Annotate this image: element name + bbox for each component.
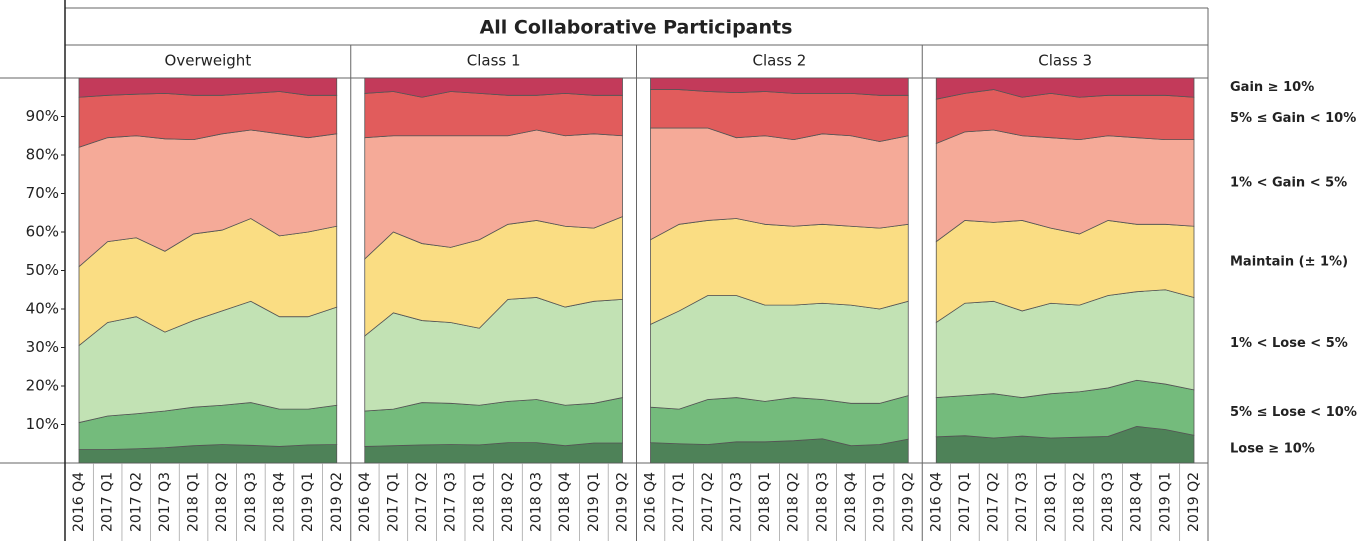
area-band [364,77,623,98]
y-tick-label: 10% [26,415,59,433]
panel-title: Class 2 [752,52,806,70]
x-tick-label: 2018 Q3 [814,472,830,532]
x-tick-label: 2018 Q1 [1043,472,1059,532]
y-tick-label: 50% [26,261,59,279]
y-tick-label: 40% [26,300,59,318]
x-tick-label: 2016 Q4 [928,472,944,532]
x-tick-label: 2019 Q1 [300,472,316,532]
legend-label: 1% < Gain < 5% [1230,175,1347,190]
area-band [650,295,909,410]
x-tick-label: 2018 Q3 [1100,472,1116,532]
y-tick-label: 70% [26,184,59,202]
x-tick-label: 2017 Q1 [100,472,116,532]
x-tick-label: 2018 Q3 [243,472,259,532]
legend-label: 5% ≤ Lose < 10% [1230,405,1357,420]
area-band [78,77,338,98]
x-tick-label: 2018 Q4 [271,472,287,532]
area-band [935,77,1195,100]
x-tick-label: 2018 Q1 [471,472,487,532]
x-tick-label: 2019 Q1 [586,472,602,532]
x-tick-label: 2017 Q3 [728,472,744,532]
x-tick-label: 2017 Q2 [414,472,430,532]
x-tick-label: 2018 Q4 [557,472,573,532]
x-tick-label: 2016 Q4 [71,472,87,532]
panel-title: Class 3 [1038,52,1092,70]
x-tick-label: 2017 Q1 [957,472,973,532]
x-tick-label: 2018 Q4 [843,472,859,532]
y-tick-label: 90% [26,107,59,125]
y-tick-label: 80% [26,146,59,164]
x-tick-label: 2018 Q1 [757,472,773,532]
x-tick-label: 2018 Q2 [500,472,516,532]
legend-label: Maintain (± 1%) [1230,254,1348,269]
x-tick-label: 2018 Q2 [214,472,230,532]
x-tick-label: 2017 Q3 [443,472,459,532]
x-tick-label: 2016 Q4 [643,472,659,532]
x-tick-label: 2018 Q4 [1129,472,1145,532]
x-tick-label: 2017 Q2 [128,472,144,532]
x-tick-label: 2019 Q1 [1157,472,1173,532]
x-tick-label: 2017 Q1 [671,472,687,532]
y-tick-label: 30% [26,338,59,356]
x-tick-label: 2018 Q2 [1071,472,1087,532]
x-tick-label: 2019 Q2 [1186,472,1202,532]
area-band [935,289,1195,398]
legend-label: Gain ≥ 10% [1230,80,1314,95]
x-tick-label: 2018 Q1 [186,472,202,532]
area-band [650,127,909,241]
x-tick-label: 2017 Q3 [157,472,173,532]
y-tick-label: 60% [26,223,59,241]
panel-title: Overweight [165,52,252,70]
x-tick-label: 2017 Q2 [986,472,1002,532]
area-band [364,91,623,139]
legend-label: 5% ≤ Gain < 10% [1230,111,1356,126]
x-tick-label: 2016 Q4 [357,472,373,532]
y-tick-label: 20% [26,377,59,395]
x-tick-label: 2017 Q2 [700,472,716,532]
x-tick-label: 2017 Q1 [385,472,401,532]
chart-title: All Collaborative Participants [480,17,793,39]
x-tick-label: 2019 Q1 [872,472,888,532]
area-band [650,77,909,96]
x-tick-label: 2018 Q3 [529,472,545,532]
legend-label: Lose ≥ 10% [1230,442,1315,457]
x-tick-label: 2019 Q2 [329,472,345,532]
x-tick-label: 2017 Q3 [1014,472,1030,532]
x-tick-label: 2019 Q2 [900,472,916,532]
x-tick-label: 2018 Q2 [786,472,802,532]
legend-label: 1% < Lose < 5% [1230,336,1348,351]
panel-title: Class 1 [467,52,521,70]
x-tick-label: 2019 Q2 [615,472,631,532]
